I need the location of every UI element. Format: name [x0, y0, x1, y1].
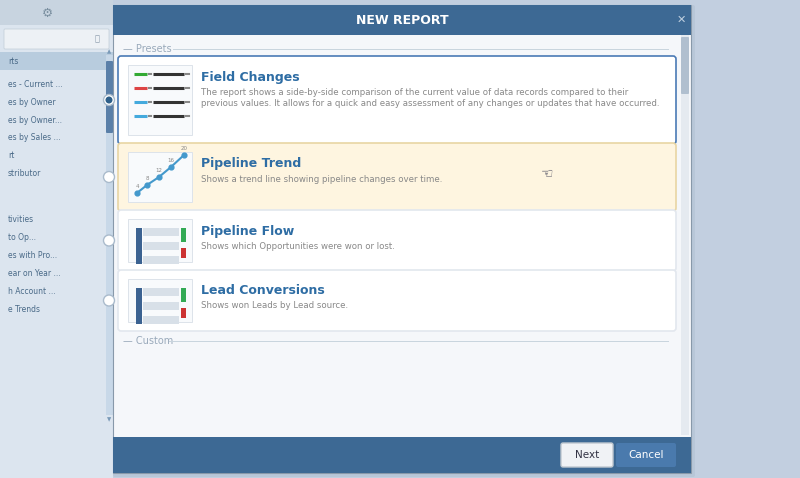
- Circle shape: [103, 95, 114, 106]
- FancyBboxPatch shape: [128, 279, 192, 322]
- FancyBboxPatch shape: [181, 248, 186, 258]
- Text: Pipeline Trend: Pipeline Trend: [201, 157, 302, 171]
- Text: es by Sales ...: es by Sales ...: [8, 133, 61, 142]
- Text: 🔍: 🔍: [94, 34, 99, 43]
- FancyBboxPatch shape: [4, 29, 109, 49]
- Text: 20: 20: [181, 146, 187, 151]
- Text: stributor: stributor: [8, 170, 42, 178]
- Text: Pipeline Flow: Pipeline Flow: [201, 225, 294, 238]
- FancyBboxPatch shape: [118, 143, 676, 211]
- Text: NEW REPORT: NEW REPORT: [356, 13, 448, 26]
- Text: ⚙: ⚙: [42, 7, 53, 20]
- Text: Shows a trend line showing pipeline changes over time.: Shows a trend line showing pipeline chan…: [201, 174, 442, 184]
- FancyBboxPatch shape: [128, 219, 192, 262]
- Text: ▲: ▲: [107, 50, 111, 54]
- Text: e Trends: e Trends: [8, 304, 40, 314]
- FancyBboxPatch shape: [0, 0, 113, 25]
- Text: h Account ...: h Account ...: [8, 286, 56, 295]
- Text: — Custom: — Custom: [123, 336, 174, 346]
- Text: previous values. It allows for a quick and easy assessment of any changes or upd: previous values. It allows for a quick a…: [201, 98, 659, 108]
- FancyBboxPatch shape: [113, 5, 691, 35]
- Text: es - Current ...: es - Current ...: [8, 79, 62, 88]
- Circle shape: [103, 235, 114, 246]
- Text: es by Owner: es by Owner: [8, 98, 56, 107]
- Text: 4: 4: [135, 184, 138, 189]
- FancyBboxPatch shape: [681, 35, 689, 435]
- FancyBboxPatch shape: [106, 61, 113, 133]
- Point: [165, 163, 178, 171]
- FancyBboxPatch shape: [681, 37, 689, 94]
- FancyBboxPatch shape: [0, 52, 113, 70]
- FancyBboxPatch shape: [181, 288, 186, 302]
- FancyBboxPatch shape: [118, 270, 676, 331]
- FancyBboxPatch shape: [143, 256, 179, 264]
- FancyBboxPatch shape: [143, 302, 179, 310]
- FancyBboxPatch shape: [136, 228, 142, 264]
- Text: Field Changes: Field Changes: [201, 70, 300, 84]
- FancyBboxPatch shape: [143, 242, 179, 250]
- FancyBboxPatch shape: [113, 5, 691, 473]
- FancyBboxPatch shape: [113, 5, 695, 477]
- Text: 16: 16: [167, 158, 174, 163]
- Text: rt: rt: [8, 152, 14, 161]
- Point: [178, 151, 190, 159]
- Text: ☜: ☜: [540, 166, 553, 180]
- Text: ▼: ▼: [107, 417, 111, 423]
- Text: rts: rts: [8, 56, 18, 65]
- Circle shape: [103, 295, 114, 306]
- FancyBboxPatch shape: [136, 288, 142, 324]
- Point: [130, 189, 143, 197]
- FancyBboxPatch shape: [143, 228, 179, 236]
- Text: Next: Next: [575, 450, 599, 460]
- FancyBboxPatch shape: [113, 437, 691, 473]
- Point: [141, 181, 154, 189]
- Text: es with Pro...: es with Pro...: [8, 250, 57, 260]
- Text: ✕: ✕: [676, 15, 686, 25]
- FancyBboxPatch shape: [616, 443, 676, 467]
- Text: tivities: tivities: [8, 215, 34, 224]
- Text: 12: 12: [155, 168, 162, 173]
- Text: 8: 8: [146, 176, 149, 181]
- Text: es by Owner...: es by Owner...: [8, 116, 62, 124]
- Text: Shows won Leads by Lead source.: Shows won Leads by Lead source.: [201, 302, 348, 311]
- FancyBboxPatch shape: [118, 56, 676, 144]
- FancyBboxPatch shape: [181, 308, 186, 318]
- Text: Lead Conversions: Lead Conversions: [201, 284, 325, 297]
- Circle shape: [103, 172, 114, 183]
- FancyBboxPatch shape: [181, 228, 186, 242]
- Text: Shows which Opportunities were won or lost.: Shows which Opportunities were won or lo…: [201, 241, 395, 250]
- Text: — Presets: — Presets: [123, 44, 172, 54]
- Text: ear on Year ...: ear on Year ...: [8, 269, 61, 278]
- Circle shape: [106, 97, 113, 104]
- FancyBboxPatch shape: [128, 65, 192, 135]
- FancyBboxPatch shape: [0, 0, 113, 478]
- FancyBboxPatch shape: [143, 316, 179, 324]
- Text: to Op...: to Op...: [8, 232, 36, 241]
- FancyBboxPatch shape: [143, 288, 179, 296]
- FancyBboxPatch shape: [561, 443, 613, 467]
- FancyBboxPatch shape: [118, 210, 676, 271]
- Point: [153, 173, 166, 181]
- FancyBboxPatch shape: [106, 55, 113, 415]
- FancyBboxPatch shape: [128, 152, 192, 202]
- Text: Cancel: Cancel: [628, 450, 664, 460]
- Text: The report shows a side-by-side comparison of the current value of data records : The report shows a side-by-side comparis…: [201, 87, 628, 97]
